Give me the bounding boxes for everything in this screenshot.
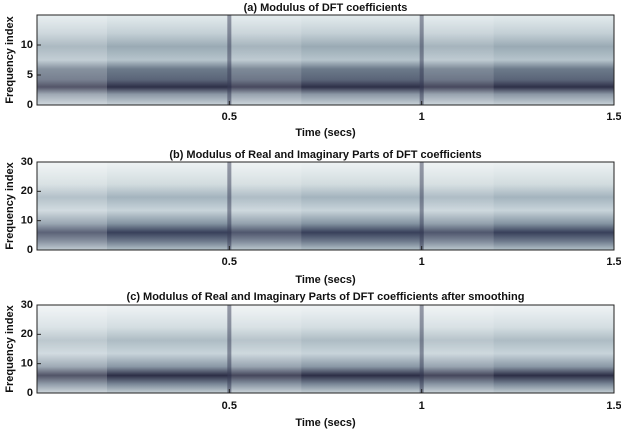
heatmap-texture <box>231 162 302 250</box>
y-tick-label: 10 <box>21 215 33 227</box>
y-tick-label: 30 <box>21 299 33 311</box>
y-tick-label: 0 <box>27 99 33 111</box>
plot-frame <box>36 161 615 251</box>
x-tick-label: 1.5 <box>606 111 621 123</box>
heatmap-texture <box>227 162 232 250</box>
y-tick-label: 10 <box>21 358 33 370</box>
plot-frame <box>36 14 615 106</box>
heatmap <box>37 162 614 250</box>
heatmap-texture <box>231 15 302 105</box>
x-tick-label: 1 <box>419 256 425 268</box>
heatmap-texture <box>231 305 302 393</box>
x-tick-label: 0.5 <box>222 400 237 412</box>
plot-frame <box>36 304 615 394</box>
heatmap-texture <box>37 162 107 250</box>
heatmap-texture <box>227 15 232 105</box>
y-axis-label: Frequency index <box>4 161 16 249</box>
heatmap <box>37 305 614 393</box>
y-tick-label: 0 <box>27 244 33 256</box>
panel-title: (c) Modulus of Real and Imaginary Parts … <box>127 291 525 303</box>
y-tick-label: 20 <box>21 185 33 197</box>
heatmap-texture <box>419 162 424 250</box>
y-tick-label: 30 <box>21 156 33 168</box>
y-tick-label: 10 <box>21 39 33 51</box>
heatmap-texture <box>37 305 107 393</box>
x-axis-label: Time (secs) <box>295 274 356 286</box>
x-tick-label: 1.5 <box>606 256 621 268</box>
heatmap-texture <box>419 15 424 105</box>
panel-title: (a) Modulus of DFT coefficients <box>244 2 408 14</box>
y-tick-label: 20 <box>21 328 33 340</box>
x-tick-label: 0.5 <box>222 111 237 123</box>
x-axis-label: Time (secs) <box>295 417 356 429</box>
panel-title: (b) Modulus of Real and Imaginary Parts … <box>169 149 481 161</box>
x-tick-label: 1 <box>419 400 425 412</box>
y-tick-label: 5 <box>27 69 33 81</box>
heatmap-texture <box>423 15 494 105</box>
x-tick-label: 0.5 <box>222 256 237 268</box>
y-axis-label: Frequency index <box>4 15 16 103</box>
heatmap-texture <box>423 305 494 393</box>
x-axis-label: Time (secs) <box>295 127 356 139</box>
y-tick-label: 0 <box>27 387 33 399</box>
heatmap-texture <box>227 305 232 393</box>
heatmap-texture <box>423 162 494 250</box>
y-axis-label: Frequency index <box>4 304 16 392</box>
heatmap-texture <box>37 15 107 105</box>
x-tick-label: 1 <box>419 111 425 123</box>
x-tick-label: 1.5 <box>606 400 621 412</box>
heatmap <box>37 15 614 105</box>
heatmap-texture <box>419 305 424 393</box>
